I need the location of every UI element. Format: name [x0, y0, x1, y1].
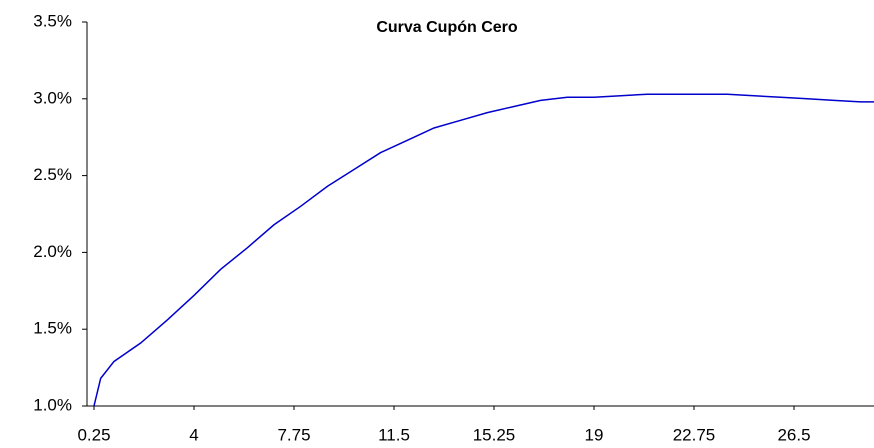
y-tick-label: 1.0%	[33, 395, 72, 414]
x-tick-label: 15.25	[473, 425, 516, 444]
x-tick-label: 7.75	[277, 425, 310, 444]
y-tick-label: 3.5%	[33, 11, 72, 30]
x-tick-label: 22.75	[673, 425, 716, 444]
y-tick-label: 1.5%	[33, 319, 72, 338]
y-tick-label: 2.5%	[33, 165, 72, 184]
x-tick-label: 26.5	[777, 425, 810, 444]
x-tick-label: 19	[585, 425, 604, 444]
x-tick-label: 11.5	[378, 425, 410, 444]
y-tick-label: 2.0%	[33, 242, 72, 261]
chart-title: Curva Cupón Cero	[376, 19, 518, 36]
x-tick-label: 4	[189, 425, 198, 444]
x-tick-label: 0.25	[77, 425, 110, 444]
y-tick-label: 3.0%	[33, 88, 72, 107]
line-series	[93, 93, 874, 407]
